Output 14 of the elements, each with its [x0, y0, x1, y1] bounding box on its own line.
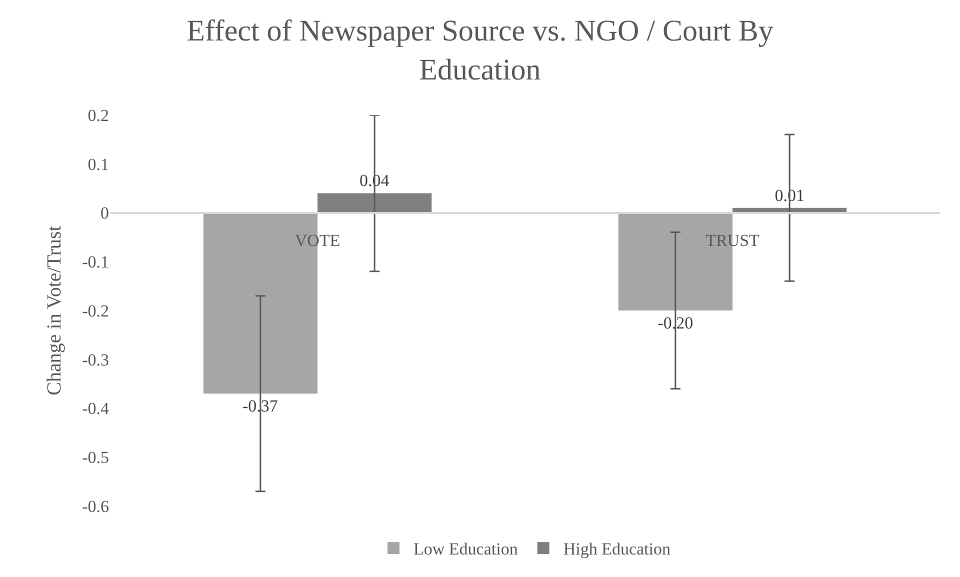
y-tick-label: -0.2 — [82, 301, 109, 320]
y-tick-label: 0 — [100, 204, 109, 223]
y-tick-label: -0.5 — [82, 448, 109, 468]
x-tick-label: TRUST — [706, 230, 760, 250]
y-tick-label: -0.1 — [82, 252, 109, 272]
y-tick-label: 0.1 — [88, 154, 109, 174]
y-tick-label: -0.3 — [82, 350, 109, 370]
legend-label: High Education — [563, 540, 672, 559]
y-axis-title: Change in Vote/Trust — [44, 225, 66, 396]
y-tick-label: 0.2 — [88, 106, 109, 125]
legend-label: Low Education — [414, 540, 518, 559]
y-tick-label: -0.4 — [82, 399, 110, 418]
y-tick-label: -0.6 — [82, 496, 109, 516]
chart-title: Effect of Newspaper Source vs. NGO / Court By Education — [186, 14, 774, 86]
